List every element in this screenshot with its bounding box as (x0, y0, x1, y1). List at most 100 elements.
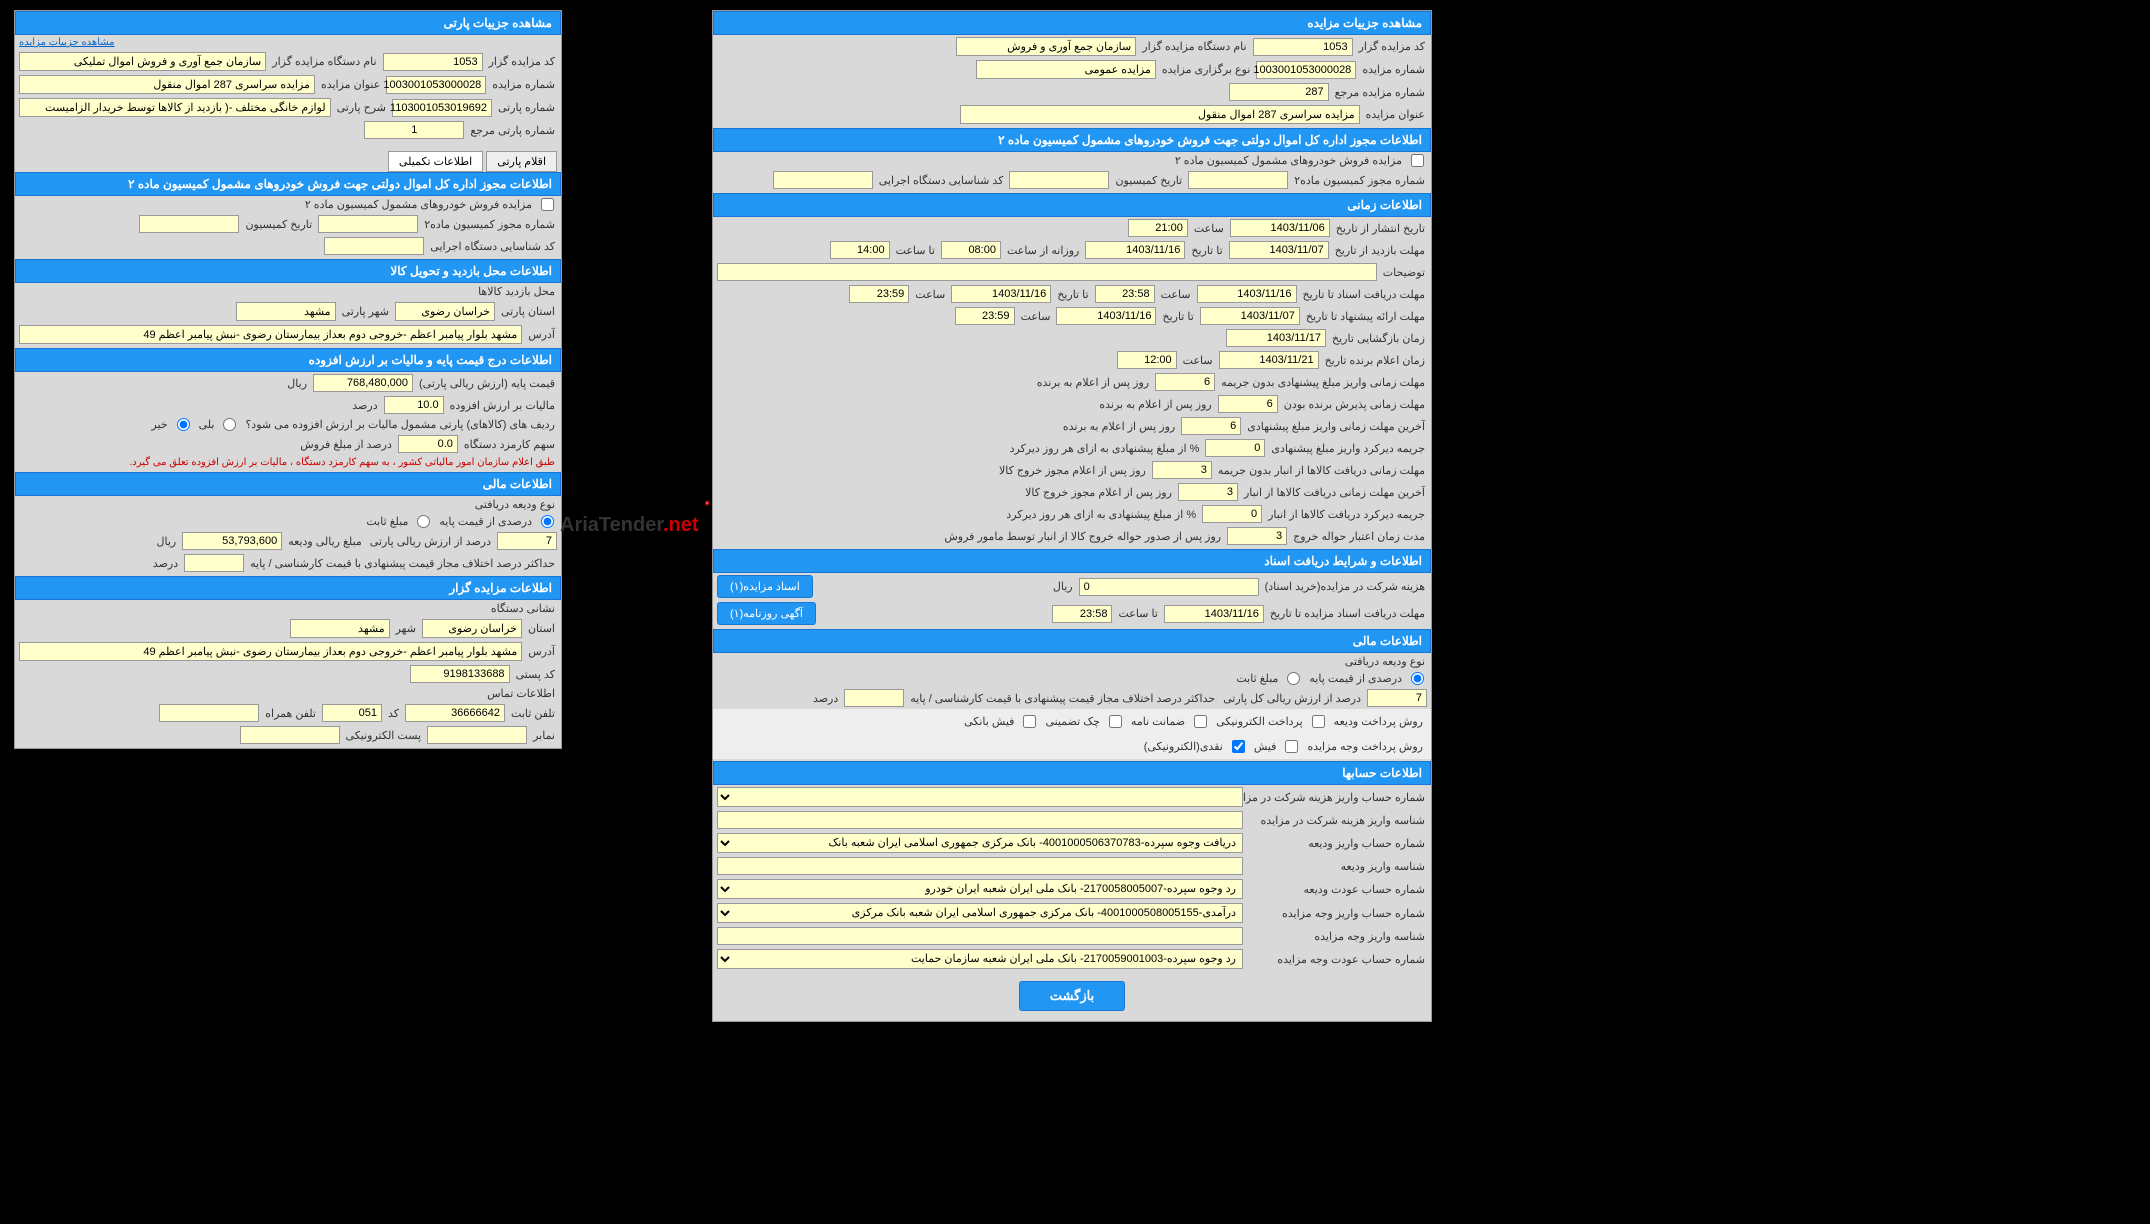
select[interactable] (717, 787, 1243, 807)
checkbox[interactable] (1109, 715, 1122, 728)
checkbox[interactable] (1312, 715, 1325, 728)
select[interactable]: رد وجوه سپرده-2170059001003- بانک ملی ای… (717, 949, 1243, 969)
field[interactable] (773, 171, 873, 189)
field: 3 (1178, 483, 1238, 501)
field: 21:00 (1128, 219, 1188, 237)
label: فیش بانکی (962, 715, 1016, 728)
party-details-panel: مشاهده جزییات پارتی مشاهده جزییات مزایده… (14, 10, 562, 749)
field: مزایده سراسری 287 اموال منقول (960, 105, 1360, 124)
radio-yes[interactable] (223, 418, 236, 431)
tab-items[interactable]: اقلام پارتی (486, 151, 557, 172)
field-org: سازمان جمع آوری و فروش (956, 37, 1136, 56)
select[interactable]: درآمدی-4001000508005155- بانک مرکزی جمهو… (717, 903, 1243, 923)
label: نوع برگزاری مزایده (1160, 63, 1252, 76)
label: تا تاریخ (1055, 288, 1090, 301)
field: 14:00 (830, 241, 890, 259)
field: 08:00 (941, 241, 1001, 259)
checkbox[interactable] (1232, 740, 1245, 753)
label: مهلت زمانی پذیرش برنده بودن (1282, 398, 1427, 411)
field[interactable] (318, 215, 418, 233)
field: 1103001053019692 (392, 99, 492, 117)
label: اطلاعات تماس (485, 687, 557, 700)
radio-percent[interactable] (1411, 672, 1424, 685)
field: 6 (1155, 373, 1215, 391)
checkbox[interactable] (1285, 740, 1298, 753)
radio[interactable] (417, 515, 430, 528)
label: نمابر (531, 729, 557, 742)
field: 1053 (383, 53, 483, 71)
field: مشهد بلوار پیامبر اعظم -خروجی دوم بعداز … (19, 325, 522, 344)
field[interactable] (240, 726, 340, 744)
checkbox[interactable] (541, 198, 554, 211)
field[interactable] (1009, 171, 1109, 189)
label: شماره پارتی مرجع (468, 124, 557, 137)
label: چک تضمینی (1043, 715, 1101, 728)
checkbox-commission[interactable] (1411, 154, 1424, 167)
label: روش پرداخت ودیعه (1332, 715, 1425, 728)
label: مهلت دریافت اسناد مزایده تا تاریخ (1268, 607, 1427, 620)
label: مهلت ارائه پیشنهاد تا تاریخ (1304, 310, 1427, 323)
label: شماره مزایده (490, 78, 557, 91)
field: 1003001053000028 (386, 76, 486, 94)
field[interactable] (427, 726, 527, 744)
checkbox[interactable] (1194, 715, 1207, 728)
label: روز پس از اعلام به برنده (1097, 398, 1213, 411)
field: 1403/11/16 (1056, 307, 1156, 325)
field[interactable] (159, 704, 259, 722)
field[interactable] (324, 237, 424, 255)
label: فیش (1252, 740, 1279, 753)
field[interactable] (717, 927, 1243, 945)
checkbox[interactable] (1023, 715, 1036, 728)
label: تا تاریخ (1160, 310, 1195, 323)
label: جریمه دیرکرد واریز مبلغ پیشنهادی (1269, 442, 1427, 455)
panel-header: مشاهده جزییات مزایده (713, 11, 1431, 35)
radio-no[interactable] (177, 418, 190, 431)
field: مشهد (236, 302, 336, 321)
field: 23:59 (849, 285, 909, 303)
label: کد مزایده گزار (487, 55, 557, 68)
field[interactable] (717, 263, 1377, 281)
label: شماره حساب عودت وجه مزایده (1247, 953, 1427, 966)
select[interactable]: رد وجوه سپرده-2170058005007- بانک ملی ای… (717, 879, 1243, 899)
label: درصد (811, 692, 840, 705)
field[interactable] (184, 554, 244, 572)
field[interactable] (717, 811, 1243, 829)
label: سهم کارمزد دستگاه (462, 438, 557, 451)
radio-fixed[interactable] (1287, 672, 1300, 685)
label: هزینه شرکت در مزایده(خرید اسناد) (1263, 580, 1427, 593)
section-header: اطلاعات درج قیمت پایه و مالیات بر ارزش ا… (15, 348, 561, 372)
label: روز پس از اعلام به برنده (1035, 376, 1151, 389)
label: نام دستگاه مزایده گزار (270, 55, 378, 68)
view-auction-link[interactable]: مشاهده جزییات مزایده (19, 37, 115, 48)
label: آدرس (526, 645, 557, 658)
label: نشانی دستگاه (489, 602, 557, 615)
field[interactable] (1188, 171, 1288, 189)
label: ساعت (913, 288, 947, 301)
label: تاریخ کمیسیون (243, 218, 314, 231)
field: 1003001053000028 (1256, 61, 1356, 79)
tab-extra-info[interactable]: اطلاعات تکمیلی (388, 151, 483, 172)
field: 7 (1367, 689, 1427, 707)
select[interactable]: دریافت وجوه سپرده-4001000506370783- بانک… (717, 833, 1243, 853)
label: تا ساعت (1116, 607, 1159, 620)
label: روزانه از ساعت (1005, 244, 1081, 257)
field[interactable] (717, 857, 1243, 875)
label: ساعت (1192, 222, 1226, 235)
field: 1403/11/17 (1226, 329, 1326, 347)
label: ضمانت نامه (1129, 715, 1187, 728)
label: بلی (197, 418, 217, 431)
newspaper-button[interactable]: آگهی روزنامه(۱) (717, 602, 816, 625)
field[interactable] (844, 689, 904, 707)
field: 1403/11/16 (1164, 605, 1264, 623)
return-button[interactable]: بازگشت (1019, 981, 1125, 1011)
label: مبلغ ثابت (1234, 672, 1280, 685)
field[interactable] (139, 215, 239, 233)
label: شماره حساب عودت ودیعه (1247, 883, 1427, 896)
label: شرح پارتی (335, 101, 388, 114)
docs-button[interactable]: اسناد مزایده(۱) (717, 575, 813, 598)
label: نقدی(الکترونیکی) (1142, 740, 1225, 753)
field: 1403/11/16 (1197, 285, 1297, 303)
radio[interactable] (541, 515, 554, 528)
label: تلفن ثابت (509, 707, 557, 720)
label: حداکثر درصد اختلاف مجاز قیمت پیشنهادی با… (248, 557, 557, 570)
